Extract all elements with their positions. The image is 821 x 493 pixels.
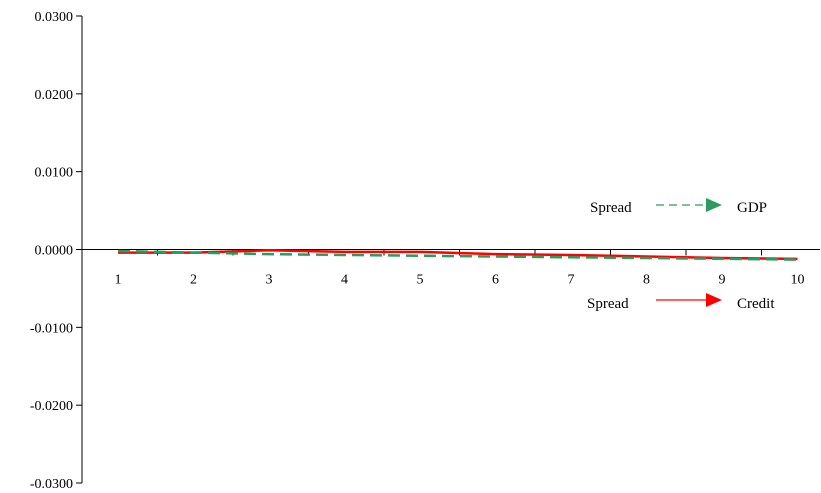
x-tick-label: 3 bbox=[266, 273, 273, 288]
y-tick-label: -0.0100 bbox=[30, 321, 73, 336]
legend-credit-from-label: Spread bbox=[587, 296, 629, 312]
x-axis: 1 2 3 4 5 6 7 8 9 10 bbox=[81, 249, 820, 288]
y-tick-label: -0.0300 bbox=[30, 477, 73, 492]
x-tick-label: 2 bbox=[190, 273, 197, 288]
x-tick-label: 6 bbox=[492, 273, 499, 288]
x-tick-label: 8 bbox=[643, 273, 650, 288]
series-layer bbox=[117, 249, 798, 261]
legend-credit-to-label: Credit bbox=[737, 296, 775, 312]
legend-gdp-arrow-head bbox=[706, 198, 722, 212]
y-axis: 0.0300 0.0200 0.0100 0.0000 -0.0100 -0.0200 -0… bbox=[30, 10, 83, 492]
legend-gdp-from-label: Spread bbox=[590, 200, 632, 216]
series-line-spread-gdp bbox=[117, 249, 798, 261]
x-tick-label: 5 bbox=[417, 273, 424, 288]
y-tick-label: 0.0000 bbox=[35, 244, 74, 259]
legend-credit-arrow-head bbox=[706, 293, 722, 307]
x-tick-label: 10 bbox=[791, 273, 805, 288]
x-tick-label: 9 bbox=[719, 273, 726, 288]
x-tick-label: 4 bbox=[341, 273, 348, 288]
y-tick-label: 0.0100 bbox=[35, 166, 74, 181]
x-tick-label: 1 bbox=[115, 273, 122, 288]
y-tick-label: -0.0200 bbox=[30, 399, 73, 414]
y-tick-label: 0.0200 bbox=[35, 88, 74, 103]
x-tick-label: 7 bbox=[568, 273, 575, 288]
legend-gdp-to-label: GDP bbox=[737, 200, 767, 216]
legend-entry-spread-credit: Spread Credit bbox=[587, 293, 775, 312]
y-tick-label: 0.0300 bbox=[35, 10, 74, 25]
legend-entry-spread-gdp: Spread GDP bbox=[590, 198, 767, 216]
